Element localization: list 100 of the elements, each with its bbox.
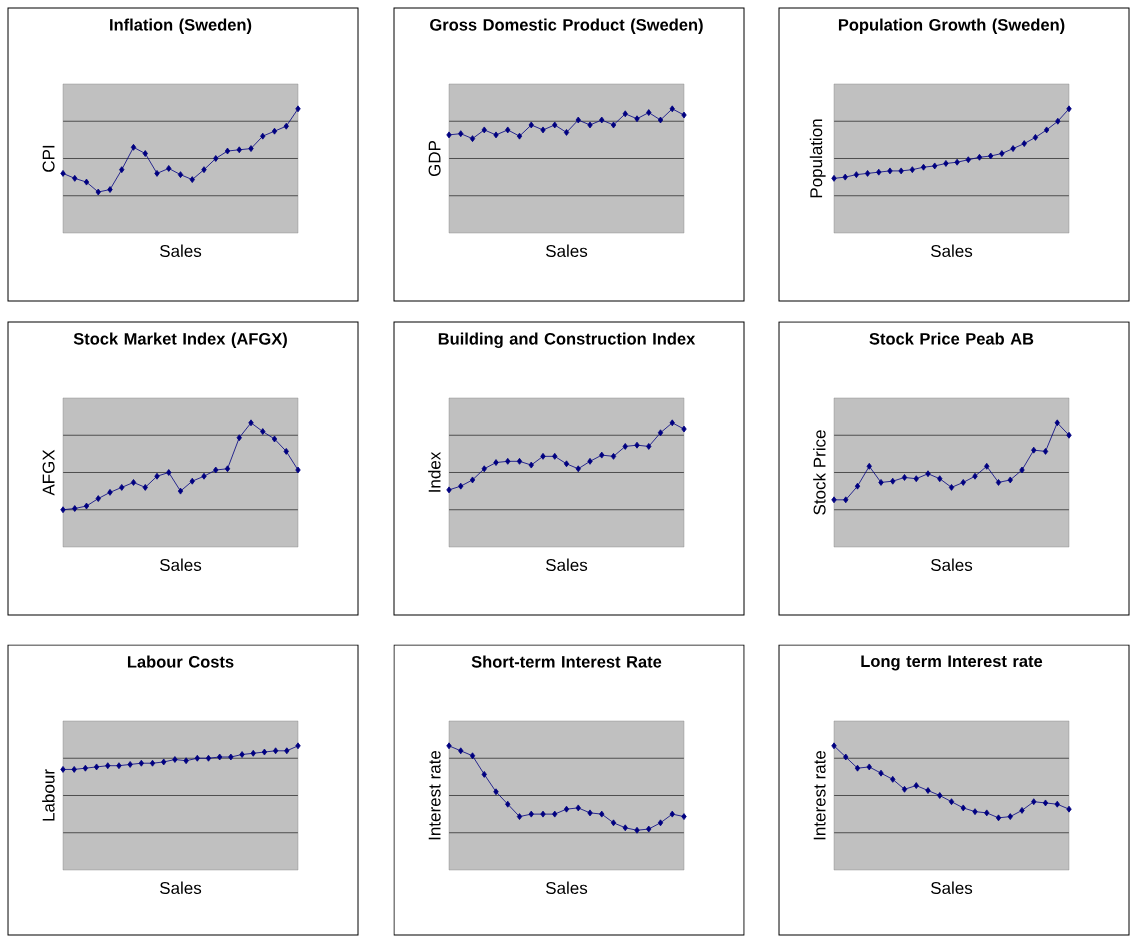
point bbox=[127, 761, 133, 768]
y-axis-title: AFGX bbox=[42, 449, 55, 496]
x-axis-title: Sales bbox=[931, 881, 973, 895]
point bbox=[657, 429, 664, 437]
y-axis-title: Stock Price bbox=[813, 430, 826, 515]
point bbox=[493, 459, 499, 466]
point bbox=[925, 470, 931, 478]
chart-title: Building and Construction Index bbox=[438, 332, 696, 348]
point bbox=[622, 824, 628, 832]
point bbox=[505, 126, 511, 134]
point bbox=[446, 742, 452, 750]
point bbox=[898, 167, 904, 175]
point bbox=[610, 819, 617, 827]
point bbox=[119, 484, 125, 491]
point bbox=[260, 428, 266, 435]
point bbox=[201, 472, 207, 480]
chart-title: Gross Domestic Product (Sweden) bbox=[430, 18, 703, 34]
point bbox=[843, 496, 849, 504]
point bbox=[1019, 807, 1025, 814]
point bbox=[161, 758, 167, 766]
point bbox=[954, 158, 960, 166]
point bbox=[909, 166, 915, 174]
point bbox=[458, 482, 464, 490]
point bbox=[842, 173, 848, 181]
point bbox=[669, 810, 675, 818]
chart-title: Stock Price Peab AB bbox=[869, 332, 1034, 345]
chart-title: Population Growth (Sweden) bbox=[838, 18, 1065, 34]
point bbox=[913, 782, 919, 789]
point bbox=[60, 506, 66, 514]
point bbox=[95, 188, 101, 196]
point bbox=[516, 132, 523, 140]
point bbox=[446, 131, 452, 139]
point bbox=[1007, 476, 1013, 484]
point bbox=[271, 435, 278, 443]
point bbox=[142, 484, 148, 491]
x-axis-title: Sales bbox=[160, 881, 202, 895]
point bbox=[864, 170, 871, 177]
point bbox=[901, 785, 908, 793]
point bbox=[236, 146, 242, 154]
point bbox=[1066, 105, 1072, 113]
point bbox=[201, 166, 207, 174]
point bbox=[228, 753, 234, 761]
point bbox=[493, 788, 499, 796]
point bbox=[972, 808, 978, 816]
point bbox=[610, 452, 617, 460]
point bbox=[634, 826, 640, 834]
point bbox=[149, 759, 156, 767]
point bbox=[528, 810, 534, 818]
point bbox=[95, 495, 101, 502]
point bbox=[937, 792, 943, 799]
point bbox=[853, 171, 860, 179]
x-axis-title: Sales bbox=[546, 244, 588, 258]
point bbox=[925, 787, 931, 794]
point bbox=[866, 763, 872, 771]
point bbox=[1066, 805, 1072, 813]
point bbox=[1032, 133, 1039, 141]
point bbox=[1010, 145, 1016, 152]
point bbox=[943, 160, 949, 167]
point bbox=[166, 469, 172, 476]
point bbox=[575, 116, 581, 124]
point bbox=[458, 130, 464, 138]
point bbox=[83, 178, 90, 186]
point bbox=[528, 121, 534, 129]
point bbox=[681, 111, 687, 119]
y-axis-title: Index bbox=[428, 451, 441, 492]
point bbox=[142, 150, 148, 157]
point bbox=[563, 129, 570, 136]
point bbox=[681, 425, 687, 433]
point bbox=[177, 487, 184, 495]
point bbox=[669, 105, 675, 113]
point bbox=[295, 466, 301, 474]
point bbox=[93, 763, 100, 771]
point bbox=[552, 121, 558, 129]
point bbox=[854, 764, 861, 772]
point bbox=[283, 447, 289, 455]
point bbox=[634, 115, 640, 123]
point bbox=[1007, 813, 1013, 821]
x-axis-title: Sales bbox=[546, 881, 588, 895]
point bbox=[1042, 447, 1049, 455]
point bbox=[866, 462, 872, 470]
point bbox=[540, 810, 546, 818]
point bbox=[271, 127, 278, 135]
point bbox=[60, 766, 66, 773]
point bbox=[194, 754, 200, 762]
point bbox=[1042, 799, 1049, 807]
point bbox=[854, 482, 861, 490]
point bbox=[984, 809, 990, 817]
point bbox=[901, 474, 908, 481]
point bbox=[948, 798, 955, 806]
point bbox=[1031, 798, 1037, 806]
point bbox=[213, 466, 219, 474]
point bbox=[493, 131, 499, 139]
chart-title: Inflation (Sweden) bbox=[110, 18, 252, 34]
point bbox=[1055, 117, 1061, 125]
point bbox=[505, 800, 511, 808]
point bbox=[213, 155, 219, 162]
point bbox=[843, 753, 849, 761]
point bbox=[622, 443, 628, 450]
point bbox=[217, 753, 223, 761]
point bbox=[295, 105, 301, 113]
